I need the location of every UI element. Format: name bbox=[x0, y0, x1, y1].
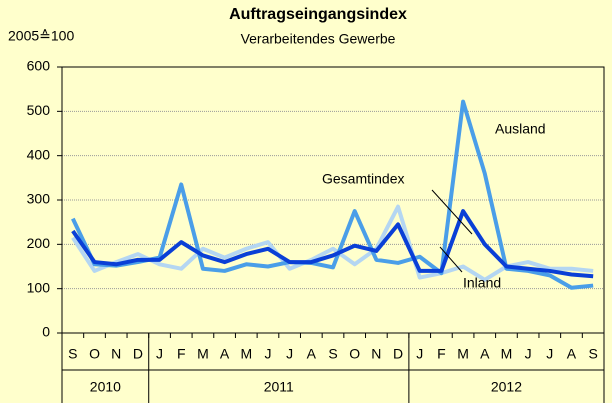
x-tick-label: D bbox=[133, 346, 143, 362]
series-label: Gesamtindex bbox=[322, 171, 404, 187]
x-tick-label: A bbox=[220, 346, 230, 362]
x-tick-label: F bbox=[177, 346, 186, 362]
y-tick-label: 600 bbox=[27, 58, 51, 74]
x-tick-label: S bbox=[588, 346, 597, 362]
x-tick-label: J bbox=[416, 346, 423, 362]
x-tick-label: O bbox=[349, 346, 360, 362]
x-tick-label: S bbox=[328, 346, 337, 362]
x-tick-label: S bbox=[68, 346, 77, 362]
y-tick-label: 200 bbox=[27, 235, 51, 251]
y-tick-label: 0 bbox=[42, 324, 50, 340]
x-tick-label: J bbox=[264, 346, 271, 362]
x-tick-label: F bbox=[437, 346, 446, 362]
leader-line bbox=[439, 246, 463, 273]
x-tick-label: M bbox=[457, 346, 469, 362]
y-tick-label: 100 bbox=[27, 279, 51, 295]
x-tick-label: J bbox=[156, 346, 163, 362]
x-tick-label: J bbox=[525, 346, 532, 362]
x-tick-label: A bbox=[567, 346, 577, 362]
year-label: 2012 bbox=[491, 379, 522, 395]
line-series bbox=[71, 209, 594, 279]
x-tick-label: M bbox=[240, 346, 252, 362]
series-label: Ausland bbox=[495, 121, 546, 137]
x-tick-label: O bbox=[89, 346, 100, 362]
year-label: 2011 bbox=[264, 379, 294, 395]
x-tick-label: J bbox=[286, 346, 293, 362]
chart-title: Auftragseingangsindex bbox=[229, 6, 407, 23]
y-tick-label: 300 bbox=[27, 191, 51, 207]
leader-line bbox=[431, 189, 473, 235]
plot-border bbox=[61, 66, 605, 334]
x-tick-label: A bbox=[480, 346, 490, 362]
y-axis-label: 2005≙100 bbox=[8, 28, 74, 44]
x-tick-label: N bbox=[371, 346, 381, 362]
x-tick-label: J bbox=[546, 346, 553, 362]
x-tick-label: M bbox=[501, 346, 513, 362]
x-tick-label: D bbox=[393, 346, 403, 362]
x-tick-label: A bbox=[307, 346, 317, 362]
chart-subtitle: Verarbeitendes Gewerbe bbox=[241, 31, 396, 47]
series-label: Inland bbox=[463, 275, 501, 291]
y-tick-label: 500 bbox=[27, 102, 51, 118]
year-label: 2010 bbox=[90, 379, 121, 395]
y-tick-label: 400 bbox=[27, 146, 51, 162]
x-tick-label: N bbox=[111, 346, 121, 362]
x-tick-label: M bbox=[197, 346, 209, 362]
